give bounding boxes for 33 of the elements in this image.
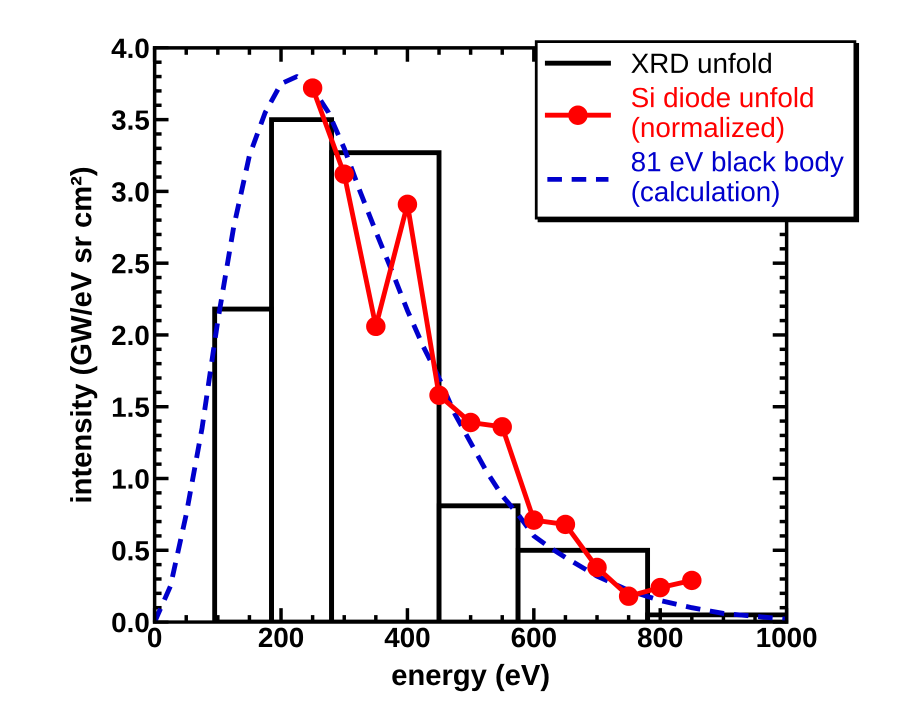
y-axis-title: intensity (GW/eV sr cm²) [70,168,98,502]
y-tick-label: 3.0 [112,182,149,202]
x-tick-label: 400 [384,628,430,648]
y-tick-label: 2.5 [112,254,149,274]
point [366,316,386,336]
point [492,417,512,437]
x-tick-label: 1000 [757,628,816,648]
x-tick-label: 200 [258,628,304,648]
y-tick-label: 2.0 [112,326,149,346]
x-tick-label: 800 [638,628,682,648]
point [302,78,322,98]
point [334,164,354,184]
point [524,510,544,530]
point [587,558,607,578]
y-tick-label: 3.5 [112,110,149,130]
point [460,412,480,432]
point [556,514,576,534]
legend-label: Si diode unfold (normalized) [632,86,813,143]
point [429,386,449,405]
y-tick-label: 0.0 [112,612,149,632]
point [682,570,702,590]
point [650,578,670,598]
y-tick-label: 0.5 [112,540,149,561]
x-axis-title: energy (eV) [392,664,549,692]
y-tick-label: 1.5 [112,398,149,418]
y-tick-label: 1.0 [112,469,149,489]
point [398,194,418,214]
x-tick-label: 0 [148,628,162,648]
legend-label: XRD unfold [631,52,771,74]
point [618,586,638,606]
x-tick-label: 600 [512,628,556,648]
legend-label: 81 eV black body (calculation) [632,151,844,207]
y-tick-label: 4.0 [112,38,149,58]
